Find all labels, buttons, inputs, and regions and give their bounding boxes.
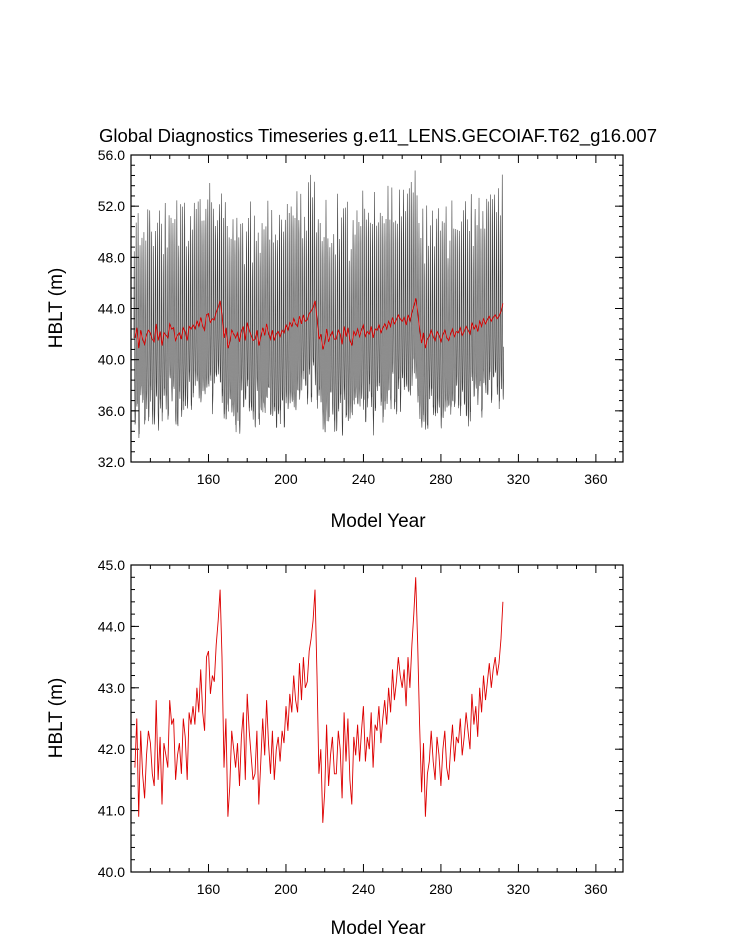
bottom-annual-mean-line [134,577,504,823]
top-y-axis-title: HBLT (m) [46,268,67,349]
bottom-x-tick-label: 200 [274,881,298,897]
top-y-tick-label: 52.0 [98,198,125,214]
top-annual-mean-line [134,298,504,350]
top-x-tick-label: 320 [507,471,531,487]
top-y-tick-label: 32.0 [98,454,125,470]
bottom-y-tick-label: 40.0 [98,864,125,880]
bottom-y-tick-label: 43.0 [98,680,125,696]
bottom-x-tick-label: 280 [429,881,453,897]
bottom-x-tick-label: 320 [507,881,531,897]
top-y-tick-label: 56.0 [98,147,125,163]
top-x-axis-title: Model Year [330,511,426,532]
bottom-y-axis-title: HBLT (m) [46,678,67,759]
bottom-y-tick-label: 42.0 [98,741,125,757]
top-plot: 160 200 240 280 320 360 32.0 36.0 40.0 44.0 48.0 52… [98,147,624,487]
top-x-tick-label: 360 [584,471,608,487]
bottom-x-tick-label: 360 [584,881,608,897]
top-y-tick-label: 48.0 [98,249,125,265]
bottom-plot-frame [130,564,624,873]
bottom-x-tick-label: 160 [197,881,221,897]
bottom-y-tick-label: 41.0 [98,803,125,819]
top-x-tick-label: 240 [352,471,376,487]
bottom-x-tick-label: 240 [352,881,376,897]
bottom-plot: 160 200 240 280 320 360 40.0 41.0 42.0 43.0 44.0 45… [98,557,624,897]
top-y-tick-label: 40.0 [98,352,125,368]
top-x-tick-label: 280 [429,471,453,487]
top-x-tick-label: 200 [274,471,298,487]
top-y-tick-label: 44.0 [98,301,125,317]
top-x-tick-label: 160 [197,471,221,487]
top-monthly-line [133,170,505,439]
chart-title: Global Diagnostics Timeseries g.e11_LENS… [99,125,657,147]
bottom-x-axis-title: Model Year [330,918,426,939]
bottom-y-tick-label: 44.0 [98,618,125,634]
bottom-y-tick-label: 45.0 [98,557,125,573]
top-y-tick-label: 36.0 [98,403,125,419]
